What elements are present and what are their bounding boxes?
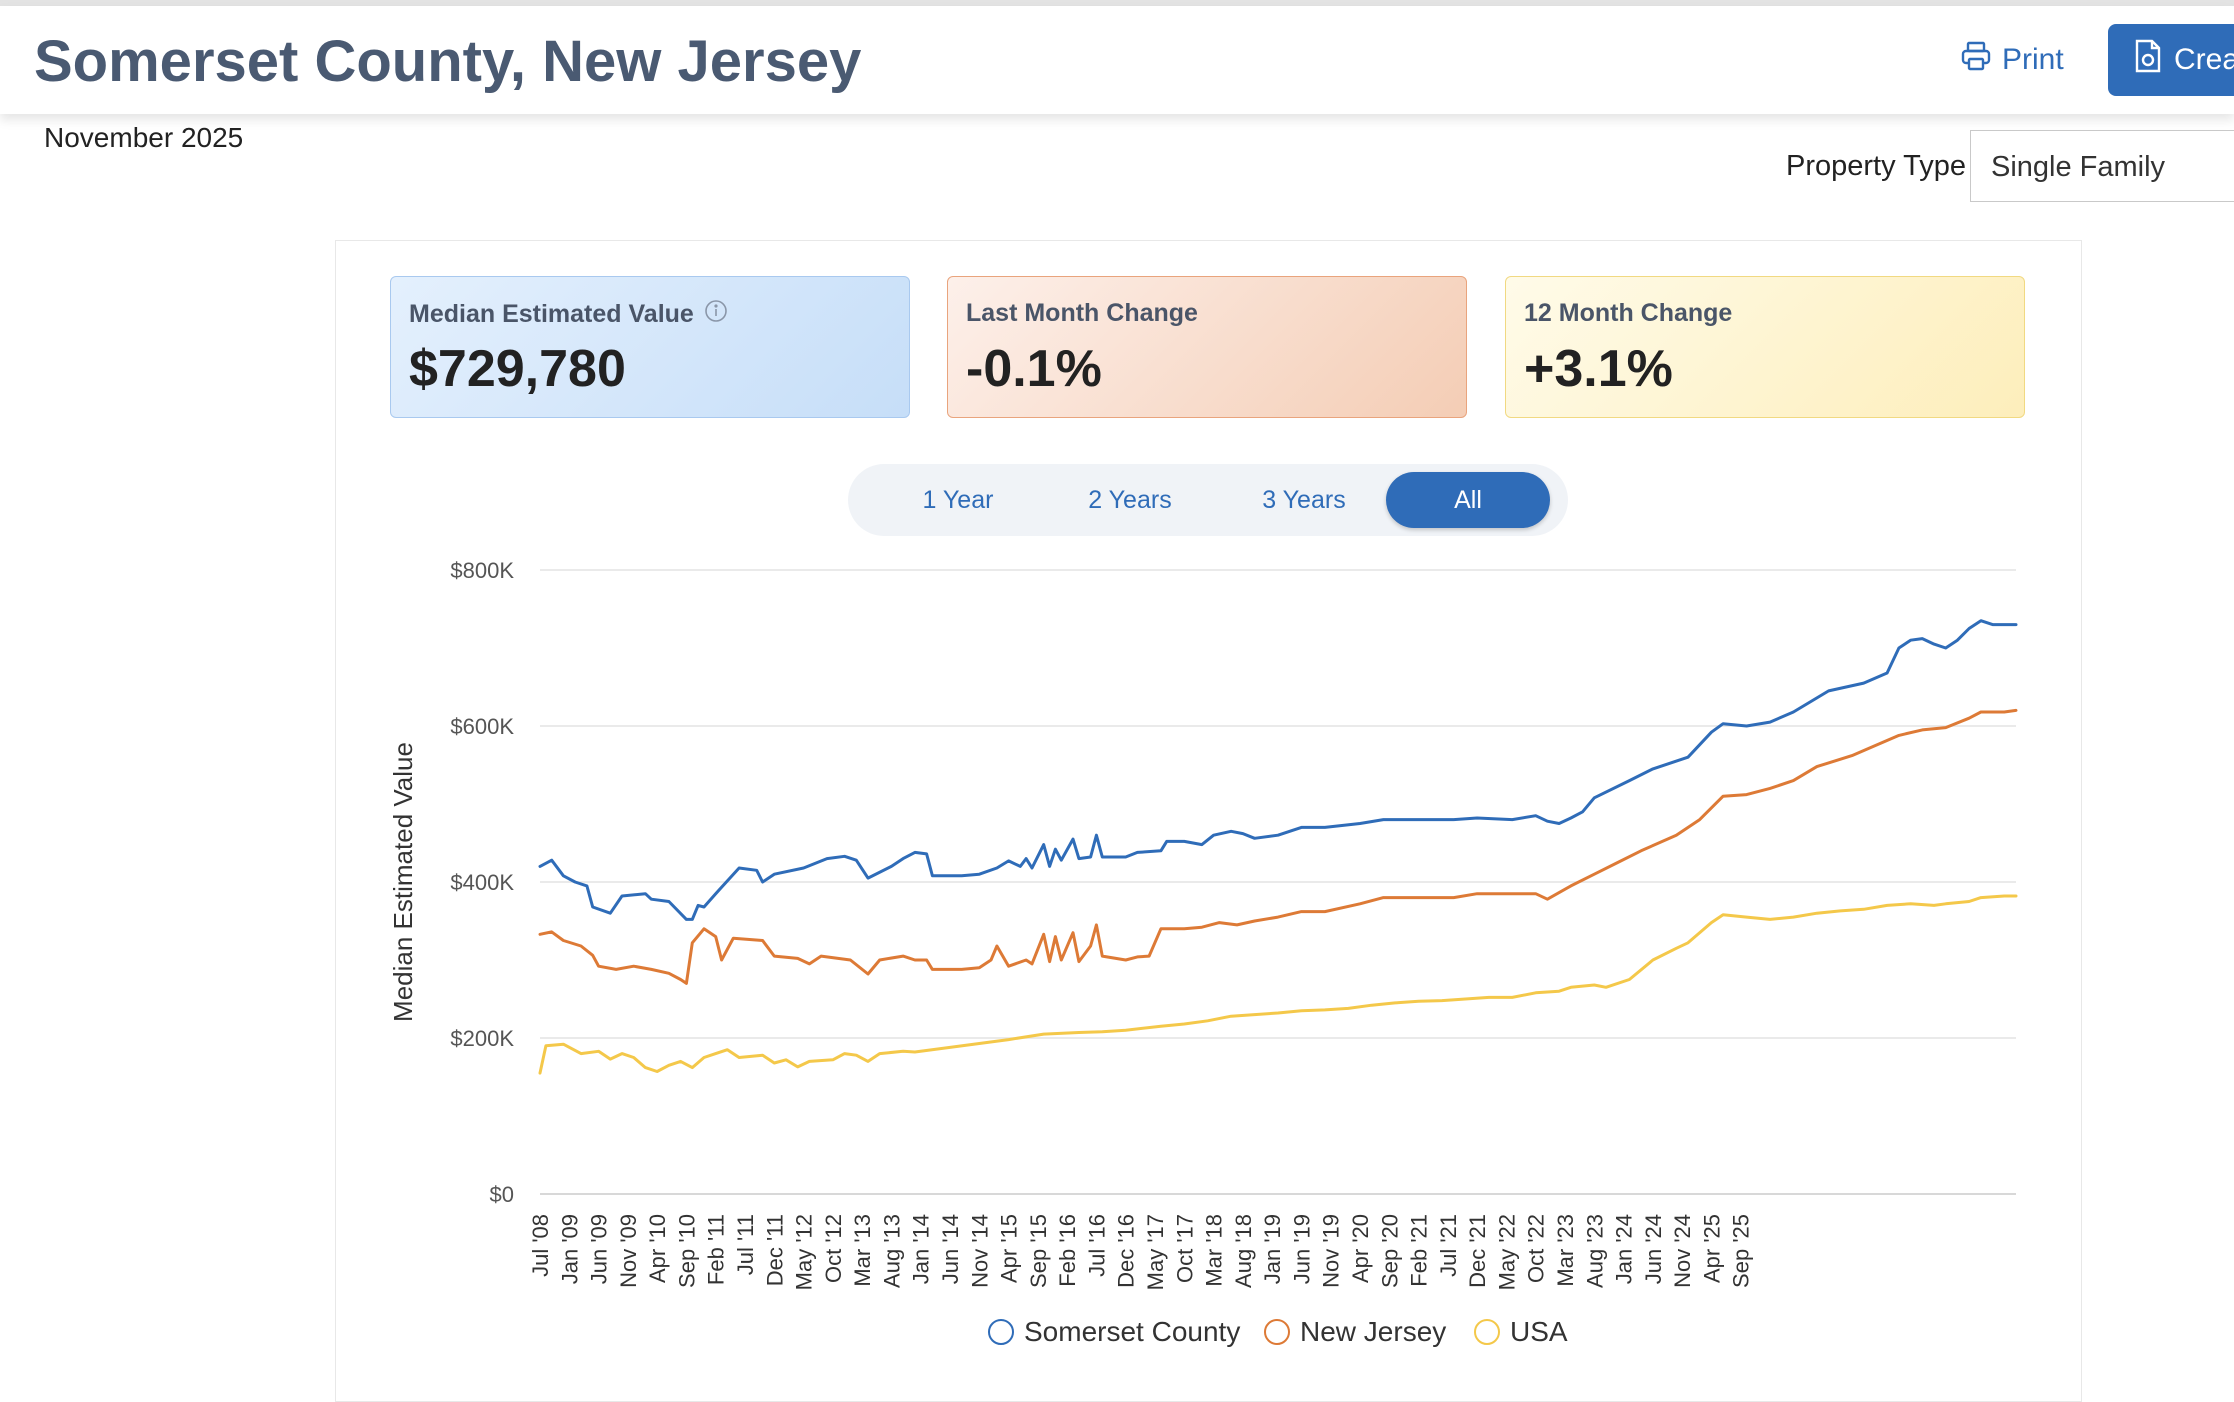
y-axis-label: Median Estimated Value: [388, 742, 418, 1022]
x-tick-label: Mar '13: [850, 1214, 875, 1287]
x-tick-label: Nov '19: [1319, 1214, 1344, 1288]
x-tick-label: Jun '24: [1641, 1214, 1666, 1284]
last-month-change-label: Last Month Change: [966, 299, 1198, 327]
create-label: Crea: [2174, 43, 2234, 76]
print-label: Print: [2002, 43, 2064, 76]
x-tick-label: Oct '17: [1172, 1214, 1197, 1283]
x-tick-label: Jun '14: [938, 1214, 963, 1284]
y-tick-label: $200K: [450, 1026, 514, 1051]
range-all[interactable]: All: [1386, 472, 1550, 528]
time-range-selector: 1 Year 2 Years 3 Years All: [848, 464, 1568, 536]
twelve-month-change-card: 12 Month Change +3.1%: [1505, 276, 2025, 418]
x-tick-label: Nov '09: [616, 1214, 641, 1288]
y-tick-label: $400K: [450, 870, 514, 895]
median-value-label: Median Estimated Value: [409, 299, 728, 330]
series-line-somerset-county: [538, 619, 2018, 921]
legend-usa-marker: [1474, 1319, 1500, 1345]
x-tick-label: Jul '21: [1436, 1214, 1461, 1277]
x-tick-label: Jan '19: [1260, 1214, 1285, 1284]
x-tick-label: Jun '09: [587, 1214, 612, 1284]
x-tick-label: Nov '14: [967, 1214, 992, 1288]
x-tick-label: Aug '23: [1582, 1214, 1607, 1288]
x-tick-label: Dec '11: [762, 1214, 787, 1286]
x-tick-label: Dec '16: [1114, 1214, 1139, 1288]
y-tick-label: $0: [490, 1182, 514, 1207]
legend-new-jersey-label: New Jersey: [1300, 1316, 1447, 1347]
range-3-years[interactable]: 3 Years: [1262, 486, 1346, 514]
legend-somerset-marker: [988, 1319, 1014, 1345]
x-tick-label: Oct '22: [1524, 1214, 1549, 1283]
range-2-years[interactable]: 2 Years: [1088, 486, 1172, 514]
x-tick-label: Jul '08: [528, 1214, 553, 1277]
x-tick-label: Jan '14: [909, 1214, 934, 1284]
x-tick-label: Mar '23: [1553, 1214, 1578, 1287]
x-tick-label: Oct '12: [821, 1214, 846, 1283]
x-tick-label: Sep '20: [1377, 1214, 1402, 1288]
x-tick-label: Jul '16: [1084, 1214, 1109, 1277]
legend-usa-label: USA: [1510, 1316, 1568, 1347]
legend-new-jersey-marker: [1264, 1319, 1290, 1345]
median-value: $729,780: [409, 340, 626, 398]
x-tick-label: Jan '24: [1612, 1214, 1637, 1284]
x-tick-label: May '12: [792, 1214, 817, 1290]
y-tick-label: $600K: [450, 714, 514, 739]
last-month-change-value: -0.1%: [966, 340, 1102, 398]
x-tick-label: May '17: [1143, 1214, 1168, 1290]
x-tick-label: Apr '15: [997, 1214, 1022, 1283]
x-tick-label: Jun '19: [1289, 1214, 1314, 1284]
series-line-usa: [538, 894, 2018, 1075]
create-report-button[interactable]: Crea: [2108, 24, 2234, 96]
x-tick-label: Nov '24: [1670, 1214, 1695, 1288]
legend-new-jersey[interactable]: New Jersey: [1264, 1316, 1446, 1348]
page-header: Somerset County, New Jersey Print Crea: [0, 6, 2234, 114]
range-1-year[interactable]: 1 Year: [922, 486, 994, 514]
x-tick-label: Apr '25: [1699, 1214, 1724, 1283]
legend-somerset-label: Somerset County: [1024, 1316, 1241, 1347]
page-title: Somerset County, New Jersey: [34, 29, 862, 94]
x-tick-label: Aug '18: [1231, 1214, 1256, 1288]
info-icon[interactable]: [704, 299, 728, 330]
x-tick-label: Feb '11: [704, 1214, 729, 1285]
printer-icon: [1960, 40, 1992, 80]
median-value-card: Median Estimated Value $729,780: [390, 276, 910, 418]
x-tick-label: Sep '25: [1729, 1214, 1754, 1288]
report-date: November 2025: [44, 122, 244, 153]
x-tick-label: Feb '21: [1407, 1214, 1432, 1287]
legend-somerset[interactable]: Somerset County: [988, 1316, 1240, 1348]
x-tick-label: Feb '16: [1055, 1214, 1080, 1287]
legend-usa[interactable]: USA: [1474, 1316, 1568, 1348]
x-tick-label: Sep '15: [1026, 1214, 1051, 1288]
chart-panel: [335, 240, 2082, 1402]
document-icon: [2134, 39, 2162, 81]
x-tick-label: Mar '18: [1202, 1214, 1227, 1287]
median-value-label-text: Median Estimated Value: [409, 300, 694, 328]
x-tick-label: Dec '21: [1465, 1214, 1490, 1288]
x-tick-label: Apr '20: [1348, 1214, 1373, 1283]
x-tick-label: Aug '13: [879, 1214, 904, 1288]
x-tick-label: Sep '10: [674, 1214, 699, 1288]
last-month-change-card: Last Month Change -0.1%: [947, 276, 1467, 418]
x-tick-label: Jul '11: [733, 1214, 758, 1275]
series-line-new-jersey: [538, 708, 2018, 985]
twelve-month-change-label: 12 Month Change: [1524, 299, 1733, 327]
y-tick-label: $800K: [450, 558, 514, 583]
twelve-month-change-value: +3.1%: [1524, 340, 1673, 398]
property-type-select[interactable]: Single Family: [1970, 130, 2234, 202]
top-border: [0, 0, 2234, 6]
x-tick-label: Jan '09: [557, 1214, 582, 1284]
property-type-label: Property Type: [1786, 150, 1967, 182]
x-tick-label: Apr '10: [645, 1214, 670, 1283]
x-tick-label: May '22: [1494, 1214, 1519, 1290]
print-button[interactable]: Print: [1960, 40, 2064, 80]
